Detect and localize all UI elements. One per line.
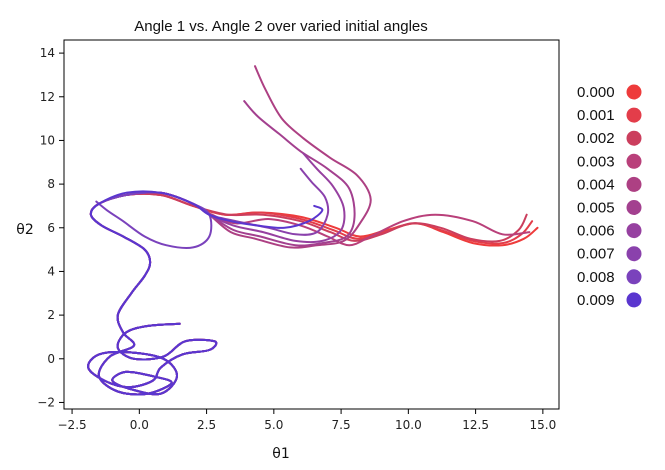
series-line-0.008: [87, 191, 218, 396]
legend-marker-0.008: [626, 269, 642, 285]
plot-area: [87, 65, 539, 396]
x-tick-label: 0.0: [130, 418, 149, 432]
legend-label-0.009: 0.009: [577, 292, 615, 309]
legend-marker-0.002: [626, 130, 642, 146]
x-axis-label: θ1: [272, 446, 289, 462]
legend-marker-0.006: [626, 223, 642, 239]
x-tick-label: 2.5: [197, 418, 216, 432]
series-line-0.007: [87, 167, 330, 396]
legend-marker-0.007: [626, 246, 642, 262]
series-line-0.002: [87, 192, 528, 396]
series-line-0.000: [87, 192, 539, 396]
legend-label-0.007: 0.007: [577, 246, 615, 263]
x-tick-label: 15.0: [529, 418, 556, 432]
legend-marker-0.005: [626, 200, 642, 215]
y-axis-label: θ2: [16, 222, 33, 238]
y-tick-label: −2: [37, 395, 55, 409]
legend: 0.000 0.001 0.002 0.003 0.004 0.005 0.006 0.007…: [577, 84, 642, 309]
x-tick-label: 12.5: [462, 418, 489, 432]
legend-marker-0.000: [626, 84, 642, 100]
x-tick-label: 5.0: [264, 418, 283, 432]
y-tick-label: 14: [40, 46, 55, 60]
y-tick-label: 4: [47, 264, 55, 278]
legend-label-0.003: 0.003: [577, 153, 615, 170]
y-tick-label: 8: [47, 177, 55, 191]
series-layer: [87, 65, 539, 396]
legend-label-0.004: 0.004: [577, 176, 615, 193]
series-line-0.003: [87, 191, 531, 396]
x-tick-label: 10.0: [395, 418, 422, 432]
legend-label-0.002: 0.002: [577, 130, 615, 147]
legend-label-0.006: 0.006: [577, 223, 615, 240]
chart-title: Angle 1 vs. Angle 2 over varied initial …: [134, 18, 428, 35]
legend-label-0.001: 0.001: [577, 107, 615, 124]
legend-label-0.008: 0.008: [577, 269, 615, 286]
series-line-0.005: [87, 100, 356, 396]
legend-marker-0.001: [626, 107, 642, 123]
series-line-0.006: [87, 152, 346, 396]
y-tick-label: 0: [47, 352, 55, 366]
legend-marker-0.003: [626, 153, 642, 169]
y-tick-label: 6: [47, 221, 55, 235]
legend-label-0.000: 0.000: [577, 84, 615, 101]
series-line-0.009: [87, 190, 324, 396]
legend-marker-0.004: [626, 176, 642, 192]
legend-label-0.005: 0.005: [577, 200, 615, 217]
y-tick-label: 2: [47, 308, 55, 322]
x-tick-label: −2.5: [58, 418, 87, 432]
plot-frame: [63, 39, 560, 410]
y-axis: −2 0 2 4 6 8 10 12 14: [37, 46, 64, 409]
x-tick-label: 7.5: [332, 418, 351, 432]
x-axis: −2.5 0.0 2.5 5.0 7.5 10.0 12.5 15.0: [58, 409, 556, 432]
legend-marker-0.009: [626, 292, 642, 308]
y-tick-label: 12: [40, 90, 55, 104]
y-tick-label: 10: [40, 133, 55, 147]
